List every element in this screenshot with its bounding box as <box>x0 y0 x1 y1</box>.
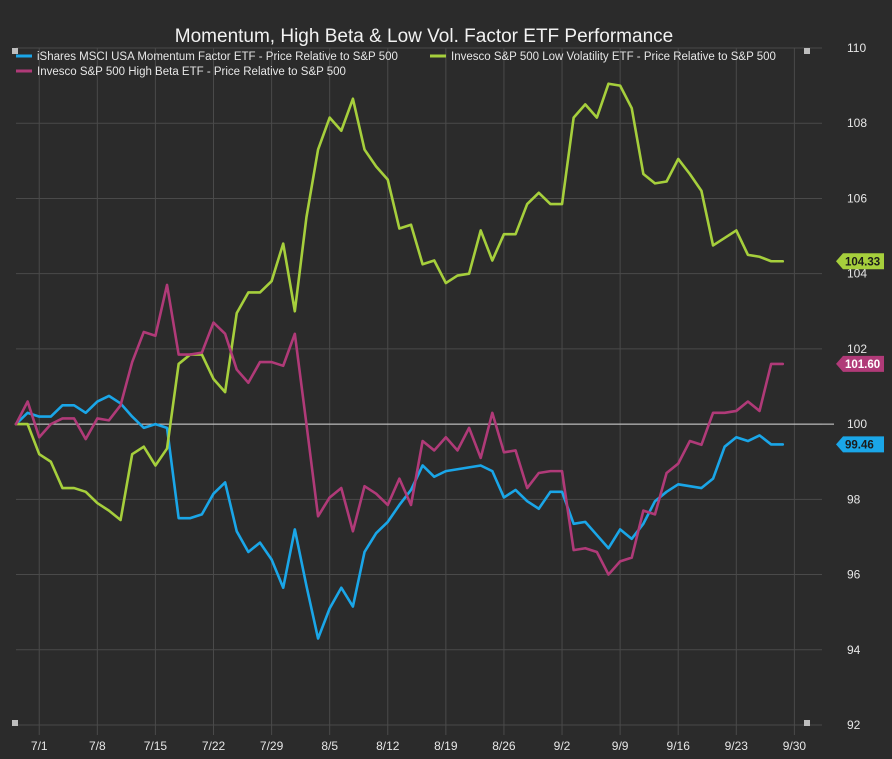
y-tick-label: 108 <box>847 116 867 130</box>
series-layer <box>14 82 785 640</box>
x-tick-label: 9/9 <box>612 739 629 753</box>
end-value-tag-bg <box>836 355 884 372</box>
corner-handle-top-right[interactable] <box>804 48 810 54</box>
legend-item-0: iShares MSCI USA Momentum Factor ETF - P… <box>16 51 398 63</box>
y-tick-label: 104 <box>847 267 867 281</box>
corner-handle-top-left[interactable] <box>12 48 18 54</box>
y-tick-label: 94 <box>847 643 861 657</box>
x-tick-label: 8/19 <box>434 739 458 753</box>
x-tick-label: 9/23 <box>725 739 749 753</box>
x-tick-label: 9/16 <box>667 739 691 753</box>
grid-layer <box>16 47 834 735</box>
legend-item-1: Invesco S&P 500 Low Volatility ETF - Pri… <box>430 51 776 63</box>
x-tick-label: 7/15 <box>144 739 168 753</box>
end-value-tag-2: 101.60 <box>836 355 884 372</box>
axis-layer: 92 94 96 98 100 102 104 106 108 110 7/1 7/8 7/15 7/22… <box>31 41 867 753</box>
end-value-label: 104.33 <box>845 256 880 268</box>
legend-label: iShares MSCI USA Momentum Factor ETF - P… <box>37 51 398 63</box>
series-line-1 <box>14 82 785 522</box>
end-value-tag-1: 104.33 <box>836 253 884 270</box>
x-tick-label: 8/5 <box>321 739 338 753</box>
legend-label: Invesco S&P 500 Low Volatility ETF - Pri… <box>451 51 776 63</box>
end-label-layer: 99.46 104.33 101.60 <box>836 253 884 453</box>
x-tick-label: 9/30 <box>783 739 807 753</box>
series-line-0 <box>14 394 785 640</box>
x-tick-label: 9/2 <box>554 739 571 753</box>
x-tick-label: 7/1 <box>31 739 48 753</box>
corner-handle-bottom-right[interactable] <box>804 720 810 726</box>
y-tick-label: 98 <box>847 492 861 506</box>
y-tick-label: 92 <box>847 718 861 732</box>
end-value-label: 101.60 <box>845 359 880 371</box>
y-tick-label: 96 <box>847 568 861 582</box>
x-tick-label: 8/26 <box>492 739 516 753</box>
chart-title: Momentum, High Beta & Low Vol. Factor ET… <box>175 26 673 47</box>
y-tick-label: 110 <box>847 41 866 55</box>
legend: iShares MSCI USA Momentum Factor ETF - P… <box>16 51 776 78</box>
end-value-tag-bg <box>836 436 884 453</box>
y-tick-label: 100 <box>847 417 867 431</box>
end-value-tag-bg <box>836 253 884 270</box>
series-line-2 <box>14 283 785 576</box>
x-tick-label: 7/8 <box>89 739 106 753</box>
corner-handle-bottom-left[interactable] <box>12 720 18 726</box>
legend-item-2: Invesco S&P 500 High Beta ETF - Price Re… <box>16 66 346 78</box>
corner-handles <box>12 48 810 726</box>
x-tick-label: 7/29 <box>260 739 284 753</box>
y-tick-label: 102 <box>847 342 867 356</box>
legend-label: Invesco S&P 500 High Beta ETF - Price Re… <box>37 66 346 78</box>
y-tick-label: 106 <box>847 191 867 205</box>
x-tick-label: 7/22 <box>202 739 226 753</box>
end-value-label: 99.46 <box>845 439 874 451</box>
x-tick-label: 8/12 <box>376 739 400 753</box>
end-value-tag-0: 99.46 <box>836 436 884 453</box>
